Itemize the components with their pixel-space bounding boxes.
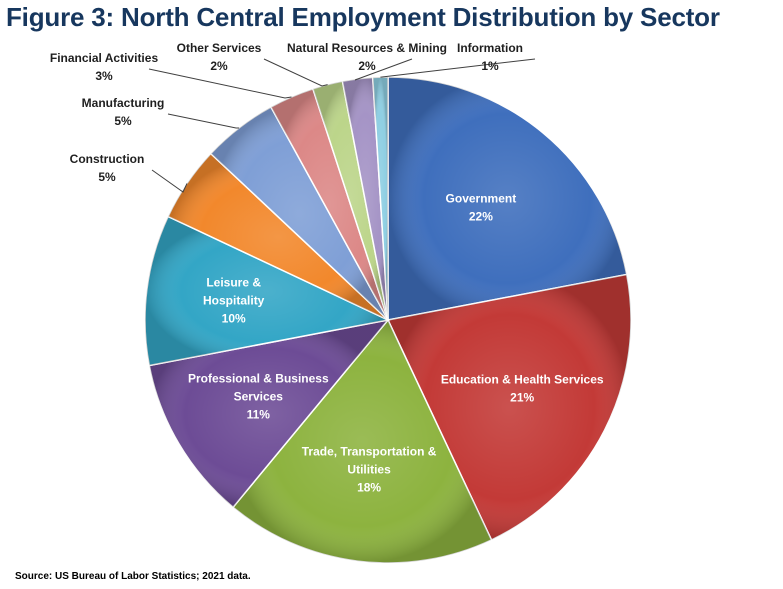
slice-name-label-government: Government — [446, 192, 517, 206]
slice-name-label-information: Information — [457, 41, 523, 55]
slice-pct-label-education-and-health-services: 21% — [510, 390, 534, 404]
slice-pct-label-manufacturing: 5% — [114, 114, 132, 128]
slice-labels: Government 22% Education & Health Services… — [50, 41, 604, 495]
slice-pct-label-financial-activities: 3% — [95, 69, 113, 83]
slice-name-label-leisure-and-hospitality: Hospitality — [203, 294, 265, 308]
leader-line-information — [380, 58, 536, 78]
slice-pct-label-government: 22% — [469, 210, 493, 224]
slice-shade-trade-transportation-and-utilities — [233, 320, 492, 563]
slice-pct-label-trade-transportation-and-utilities: 18% — [357, 481, 381, 495]
leader-line-manufacturing — [167, 113, 240, 129]
slice-shade-construction — [168, 153, 388, 320]
slice-shade-information — [372, 77, 388, 320]
slice-shade-manufacturing — [210, 107, 388, 320]
slice-shade-professional-and-business-services — [149, 320, 388, 508]
slice-pct-label-construction: 5% — [98, 170, 116, 184]
leader-line-natural-resources-and-mining — [354, 58, 413, 81]
pie-slices — [144, 76, 632, 564]
leader-line-construction — [151, 169, 188, 193]
slice-name-label-trade-transportation-and-utilities: Trade, Transportation & — [302, 445, 437, 459]
slice-pct-label-other-services: 2% — [210, 59, 228, 73]
slice-name-label-leisure-and-hospitality: Leisure & — [206, 276, 261, 290]
slice-shade-leisure-and-hospitality — [144, 216, 388, 366]
slice-shade-education-and-health-services — [388, 274, 632, 540]
slice-pct-label-information: 1% — [481, 59, 499, 73]
slice-name-label-education-and-health-services: Education & Health Services — [441, 372, 604, 386]
slice-name-label-professional-and-business-services: Professional & Business — [188, 372, 329, 386]
chart-title: Figure 3: North Central Employment Distr… — [6, 2, 720, 32]
slice-pct-label-leisure-and-hospitality: 10% — [222, 312, 246, 326]
slice-shade-other-services — [312, 81, 388, 320]
leader-line-financial-activities — [148, 68, 292, 99]
slice-name-label-natural-resources-and-mining: Natural Resources & Mining — [287, 41, 447, 55]
slice-name-label-trade-transportation-and-utilities: Utilities — [347, 463, 391, 477]
slice-pct-label-professional-and-business-services: 11% — [247, 408, 271, 422]
slice-name-label-manufacturing: Manufacturing — [82, 96, 165, 110]
slice-name-label-construction: Construction — [70, 152, 145, 166]
slice-name-label-professional-and-business-services: Services — [234, 390, 284, 404]
slice-shade-financial-activities — [270, 88, 388, 320]
leader-line-other-services — [263, 58, 328, 87]
leader-lines — [148, 58, 536, 193]
slice-shade-natural-resources-and-mining — [342, 77, 388, 320]
slice-shade-government — [388, 77, 627, 320]
slice-pct-label-natural-resources-and-mining: 2% — [358, 59, 376, 73]
slice-name-label-other-services: Other Services — [177, 41, 262, 55]
slice-name-label-financial-activities: Financial Activities — [50, 51, 159, 65]
source-note: Source: US Bureau of Labor Statistics; 2… — [15, 571, 251, 582]
